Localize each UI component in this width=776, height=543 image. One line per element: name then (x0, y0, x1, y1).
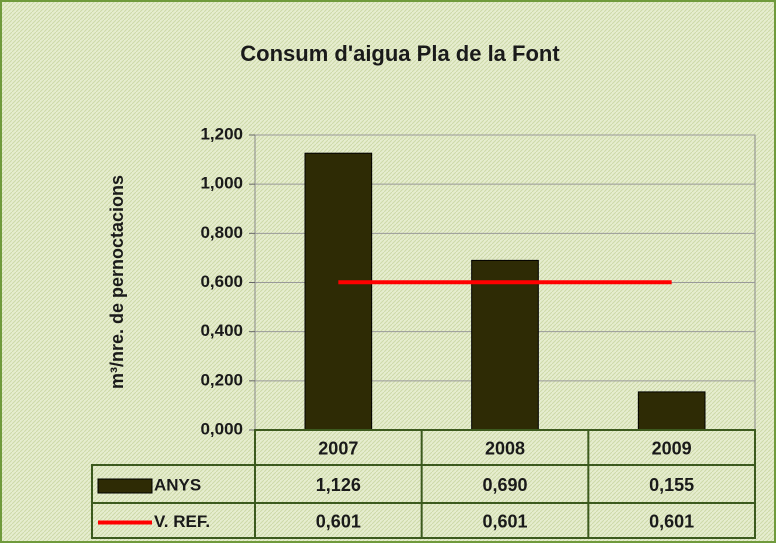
bar (304, 152, 373, 431)
bar (471, 259, 539, 431)
data-label: 0,601 (316, 511, 361, 531)
y-tick-label: 0,200 (200, 370, 243, 389)
data-label: 0,601 (482, 511, 527, 531)
bar (637, 391, 706, 431)
y-tick-label: 0,600 (200, 272, 243, 291)
data-label: 0,155 (649, 475, 694, 495)
legend-key (97, 478, 153, 494)
y-tick-label: 0,400 (200, 321, 243, 340)
x-tick-label: 2007 (318, 438, 358, 458)
x-tick-label: 2008 (485, 438, 525, 458)
legend-label: ANYS (154, 475, 201, 494)
data-label: 0,690 (482, 475, 527, 495)
x-tick-label: 2009 (652, 438, 692, 458)
y-axis-label: m³/nre. de pernoctacions (107, 175, 127, 389)
y-tick-label: 1,000 (200, 174, 243, 193)
y-tick-label: 0,000 (200, 419, 243, 438)
data-label: 1,126 (316, 475, 361, 495)
data-label: 0,601 (649, 511, 694, 531)
legend-label: V. REF. (154, 512, 210, 531)
chart-title: Consum d'aigua Pla de la Font (240, 41, 560, 66)
y-tick-label: 1,200 (200, 124, 243, 143)
y-tick-label: 0,800 (200, 223, 243, 242)
